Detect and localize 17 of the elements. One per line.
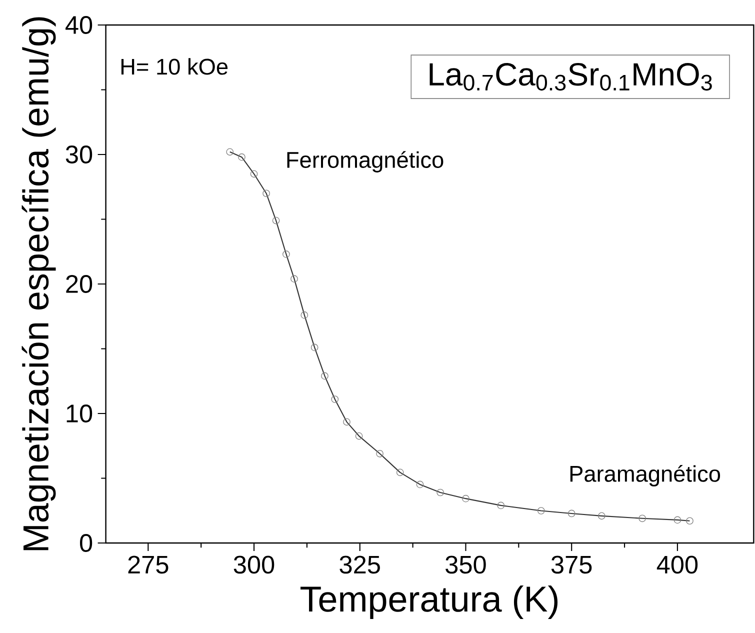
y-axis-title: Magnetización específica (emu/g)	[22, 17, 56, 550]
annotation: La$_{0.7}$Ca$_{0.3}$Sr$_{0.1}$MnO$_{3}$	[430, 63, 712, 91]
annotation: Ferromagnético	[287, 151, 444, 172]
x-tick-label: 350	[446, 556, 486, 574]
x-axis-title: Temperatura (K)	[300, 585, 558, 620]
x-tick-label: 375	[551, 556, 592, 574]
y-tick-label: 20	[66, 275, 92, 293]
x-tick-label: 300	[234, 556, 274, 574]
x-tick-label: 275	[128, 556, 168, 574]
y-tick-label: 10	[66, 404, 92, 422]
annotation: H= 10 kOe	[121, 58, 228, 75]
y-tick-label: 30	[66, 146, 92, 164]
x-tick-label: 400	[656, 556, 698, 574]
x-tick-label: 325	[340, 556, 380, 574]
y-tick-label: 0	[80, 534, 92, 552]
annotation: Paramagnético	[570, 464, 720, 486]
y-tick-label: 40	[66, 16, 92, 34]
